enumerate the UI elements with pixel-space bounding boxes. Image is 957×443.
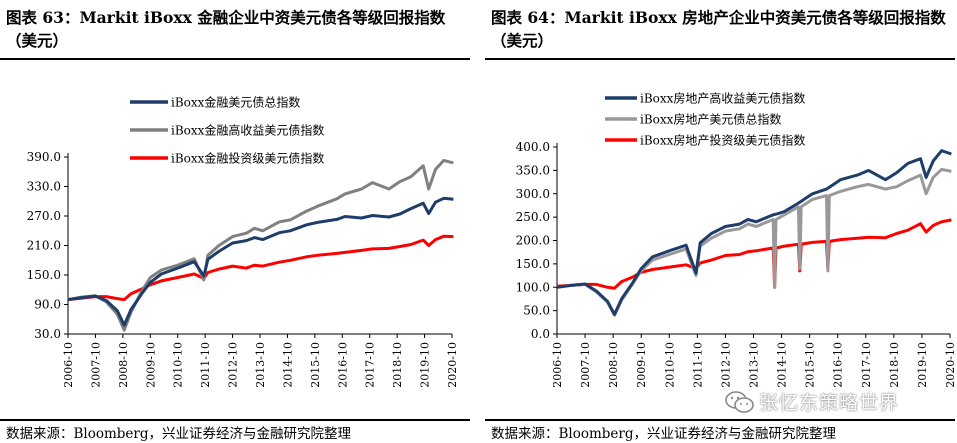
y-tick-label: 50.0: [523, 304, 550, 318]
x-tick-label: 2010-10: [172, 342, 185, 388]
y-tick-label: 150.0: [27, 268, 61, 282]
x-tick-label: 2020-10: [446, 342, 459, 388]
x-tick-label: 2009-10: [635, 342, 648, 388]
x-tick-label: 2017-10: [860, 342, 873, 388]
y-tick-label: 90.0: [34, 298, 61, 312]
x-tick-label: 2012-10: [719, 342, 732, 388]
x-tick-label: 2017-10: [364, 342, 377, 388]
x-tick-label: 2007-10: [89, 342, 102, 388]
series-line-1: [67, 158, 454, 332]
chart-64-svg: 400.0 350.0 300.0 250.0 200.0 150.0 100.0 50.0 0…: [516, 91, 955, 388]
x-tick-label: 2006-10: [62, 342, 75, 388]
source-rule: [0, 419, 470, 421]
legend-label: iBoxx房地产投资级美元债指数: [640, 133, 805, 148]
legend-label: iBoxx金融美元债总指数: [171, 95, 300, 110]
y-tick-label: 400.0: [516, 140, 550, 154]
x-tick-label: 2006-10: [551, 342, 564, 388]
y-tick-label: 350.0: [516, 163, 550, 177]
legend-label: iBoxx房地产高收益美元债指数: [640, 91, 805, 106]
x-tick-label: 2013-10: [254, 342, 267, 388]
y-tick-label: 0.0: [531, 327, 550, 341]
x-tick-label: 2011-10: [199, 342, 212, 388]
x-tick-label: 2009-10: [144, 342, 157, 388]
wechat-icon: [725, 391, 754, 413]
x-tick-label: 2008-10: [117, 342, 130, 388]
x-tick-label: 2019-10: [419, 342, 432, 388]
x-tick-label: 2018-10: [888, 342, 901, 388]
x-tick-label: 2020-10: [944, 342, 955, 388]
x-tick-label: 2010-10: [663, 342, 676, 388]
y-tick-label: 330.0: [27, 180, 61, 194]
series-line-1: [556, 167, 952, 317]
x-tick-label: 2019-10: [916, 342, 929, 388]
y-tick-label: 200.0: [516, 234, 550, 248]
watermark-text: 张忆东策略世界: [759, 392, 900, 414]
series-line-0: [556, 149, 952, 316]
figure-source-63: 数据来源：Bloomberg，兴业证券经济与金融研究院整理: [6, 426, 352, 442]
x-tick-label: 2008-10: [607, 342, 620, 388]
chart-panel-left: 图表 63：Markit iBoxx 金融企业中资美元债各等级回报指数（美元） …: [0, 0, 470, 443]
chart-panel-right: 图表 64：Markit iBoxx 房地产企业中资美元债各等级回报指数（美元）…: [485, 0, 955, 443]
figure-title-64: 图表 64：Markit iBoxx 房地产企业中资美元债各等级回报指数（美元）: [491, 8, 946, 50]
chart-63-svg: 390.0 330.0 270.0 210.0 150.0 90.0 30.02006-10…: [27, 95, 459, 388]
y-tick-label: 150.0: [516, 257, 550, 271]
x-tick-label: 2015-10: [309, 342, 322, 388]
x-tick-label: 2016-10: [832, 342, 845, 388]
y-tick-label: 100.0: [516, 280, 550, 294]
x-tick-label: 2007-10: [579, 342, 592, 388]
figure-source-64: 数据来源：Bloomberg，兴业证券经济与金融研究院整理: [491, 426, 837, 442]
title-rule: [0, 58, 470, 60]
y-tick-label: 390.0: [27, 150, 61, 164]
x-tick-label: 2013-10: [748, 342, 761, 388]
y-tick-label: 210.0: [27, 239, 61, 253]
y-tick-label: 270.0: [27, 209, 61, 223]
x-tick-label: 2016-10: [336, 342, 349, 388]
watermark: 张忆东策略世界: [725, 388, 955, 416]
x-tick-label: 2012-10: [227, 342, 240, 388]
x-tick-label: 2014-10: [281, 342, 294, 388]
series-line-2: [556, 218, 952, 290]
y-tick-label: 250.0: [516, 210, 550, 224]
title-rule: [485, 58, 955, 60]
figure-title-63: 图表 63：Markit iBoxx 金融企业中资美元债各等级回报指数（美元）: [6, 8, 446, 50]
series-line-0: [67, 196, 454, 327]
legend-label: iBoxx金融投资级美元债指数: [171, 151, 324, 166]
series-line-2: [67, 234, 454, 302]
legend-label: iBoxx金融高收益美元债指数: [171, 123, 324, 138]
x-tick-label: 2014-10: [776, 342, 789, 388]
legend-label: iBoxx房地产美元债总指数: [640, 112, 781, 127]
x-tick-label: 2011-10: [691, 342, 704, 388]
y-tick-label: 30.0: [34, 327, 61, 341]
x-tick-label: 2015-10: [804, 342, 817, 388]
x-tick-label: 2018-10: [391, 342, 404, 388]
y-tick-label: 300.0: [516, 187, 550, 201]
source-rule: [485, 419, 955, 421]
